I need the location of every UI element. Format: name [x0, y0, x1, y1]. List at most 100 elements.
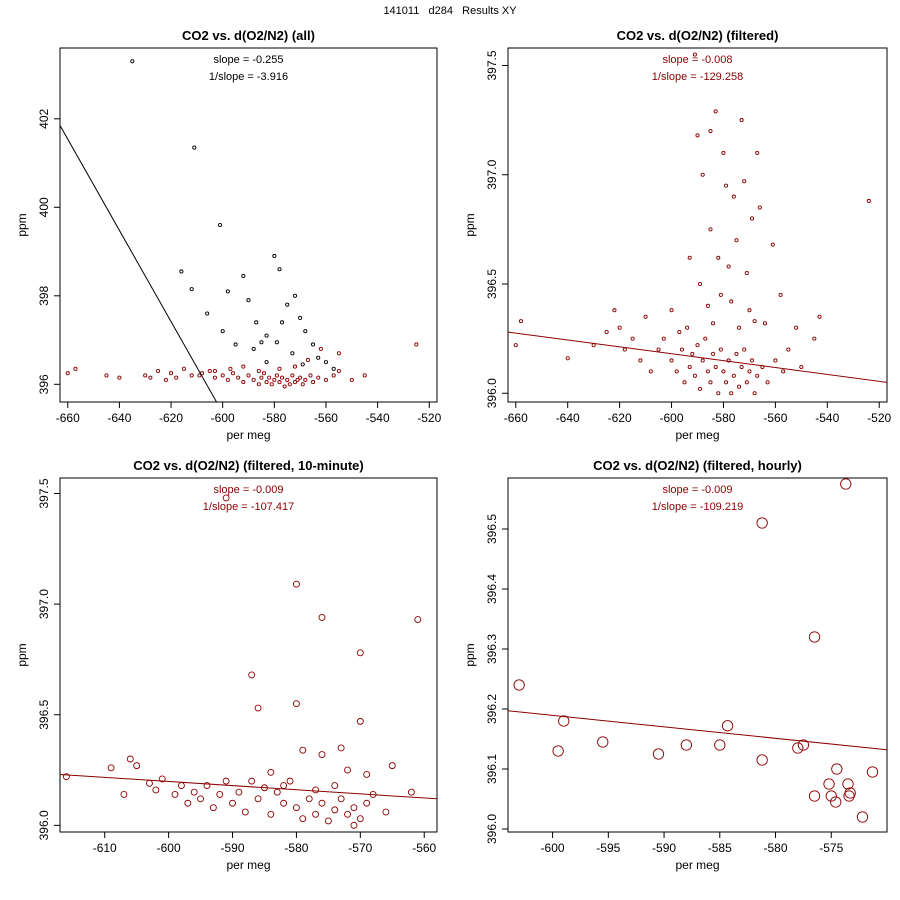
data-point: [256, 382, 261, 387]
y-tick-label: 396.4: [485, 574, 499, 604]
data-point: [251, 377, 256, 382]
data-point: [308, 373, 313, 378]
data-point: [272, 253, 277, 259]
data-point: [316, 375, 321, 380]
regression-line: [60, 773, 437, 800]
data-point: [295, 377, 300, 382]
data-point: [274, 340, 279, 345]
data-point: [765, 380, 770, 385]
data-point: [280, 782, 288, 789]
slope-annotation: 1/slope = -129.258: [652, 71, 743, 83]
x-tick-label: -520: [417, 411, 441, 425]
data-point: [146, 779, 153, 787]
data-point: [264, 333, 269, 338]
data-point: [808, 790, 821, 802]
data-point: [225, 377, 230, 382]
data-point: [705, 369, 710, 374]
data-point: [708, 380, 713, 385]
data-point: [222, 777, 230, 785]
data-point: [311, 342, 316, 347]
slope-annotation: 1/slope = -107.417: [203, 501, 294, 513]
data-point: [781, 369, 786, 374]
data-point: [755, 373, 760, 378]
data-point: [731, 373, 736, 378]
data-point: [192, 145, 197, 150]
data-point: [298, 375, 303, 380]
data-point: [711, 351, 716, 356]
data-point: [292, 580, 300, 588]
data-point: [716, 255, 721, 260]
data-point: [756, 517, 768, 529]
data-point: [812, 336, 817, 341]
data-point: [273, 788, 281, 796]
data-point: [337, 795, 345, 803]
slope-annotation: slope = -0.255: [213, 54, 283, 66]
data-point: [216, 790, 224, 798]
data-point: [218, 222, 223, 228]
data-point: [65, 371, 70, 376]
points-layer: [513, 52, 871, 396]
data-point: [184, 799, 192, 807]
data-point: [241, 808, 249, 816]
points-layer: [513, 478, 879, 823]
data-point: [209, 804, 217, 812]
data-point: [773, 358, 778, 363]
data-point: [158, 775, 166, 783]
data-point: [703, 336, 708, 341]
data-point: [267, 375, 272, 380]
data-point: [349, 377, 354, 382]
data-point: [680, 739, 693, 751]
x-tick-label: -590: [652, 841, 676, 855]
data-point: [189, 373, 194, 378]
data-point: [259, 375, 264, 380]
y-tick-label: 396.5: [485, 269, 499, 299]
data-point: [552, 745, 564, 757]
y-tick-label: 396.5: [37, 699, 51, 729]
plot-frame: [507, 477, 888, 833]
x-tick-label: -560: [412, 841, 436, 855]
data-point: [808, 631, 821, 643]
data-point: [331, 366, 336, 371]
y-tick-label: 402: [37, 108, 51, 128]
y-tick-label: 396.2: [485, 694, 499, 724]
data-point: [643, 314, 648, 319]
data-point: [179, 269, 184, 274]
y-tick-label: 396.0: [37, 810, 51, 840]
data-point: [794, 325, 799, 330]
x-tick-label: -580: [262, 411, 286, 425]
x-tick-label: -585: [708, 841, 732, 855]
y-axis-label: ppm: [15, 643, 29, 666]
plot-frame: [507, 47, 888, 403]
data-point: [130, 59, 135, 64]
x-tick-label: -575: [819, 841, 843, 855]
data-point: [117, 375, 122, 380]
x-tick-label: -600: [157, 841, 181, 855]
x-tick-label: -570: [348, 841, 372, 855]
data-point: [757, 205, 762, 210]
x-tick-label: -580: [764, 841, 788, 855]
data-point: [669, 358, 674, 363]
data-point: [285, 302, 290, 307]
x-tick-label: -520: [867, 411, 891, 425]
data-point: [558, 715, 570, 727]
data-point: [363, 799, 371, 807]
data-point: [685, 325, 690, 330]
data-point: [272, 377, 277, 382]
data-point: [734, 351, 739, 356]
data-point: [246, 298, 251, 303]
data-point: [749, 216, 755, 221]
data-point: [312, 786, 320, 794]
data-point: [205, 311, 210, 316]
data-point: [695, 133, 700, 138]
data-point: [705, 303, 710, 308]
data-point: [324, 817, 332, 825]
data-point: [259, 340, 264, 345]
data-point: [742, 179, 747, 184]
data-point: [513, 679, 525, 691]
plot-frame: [59, 477, 438, 833]
points-layer: [62, 494, 422, 829]
x-tick-label: -600: [660, 411, 684, 425]
data-point: [724, 380, 729, 385]
data-point: [331, 806, 339, 814]
